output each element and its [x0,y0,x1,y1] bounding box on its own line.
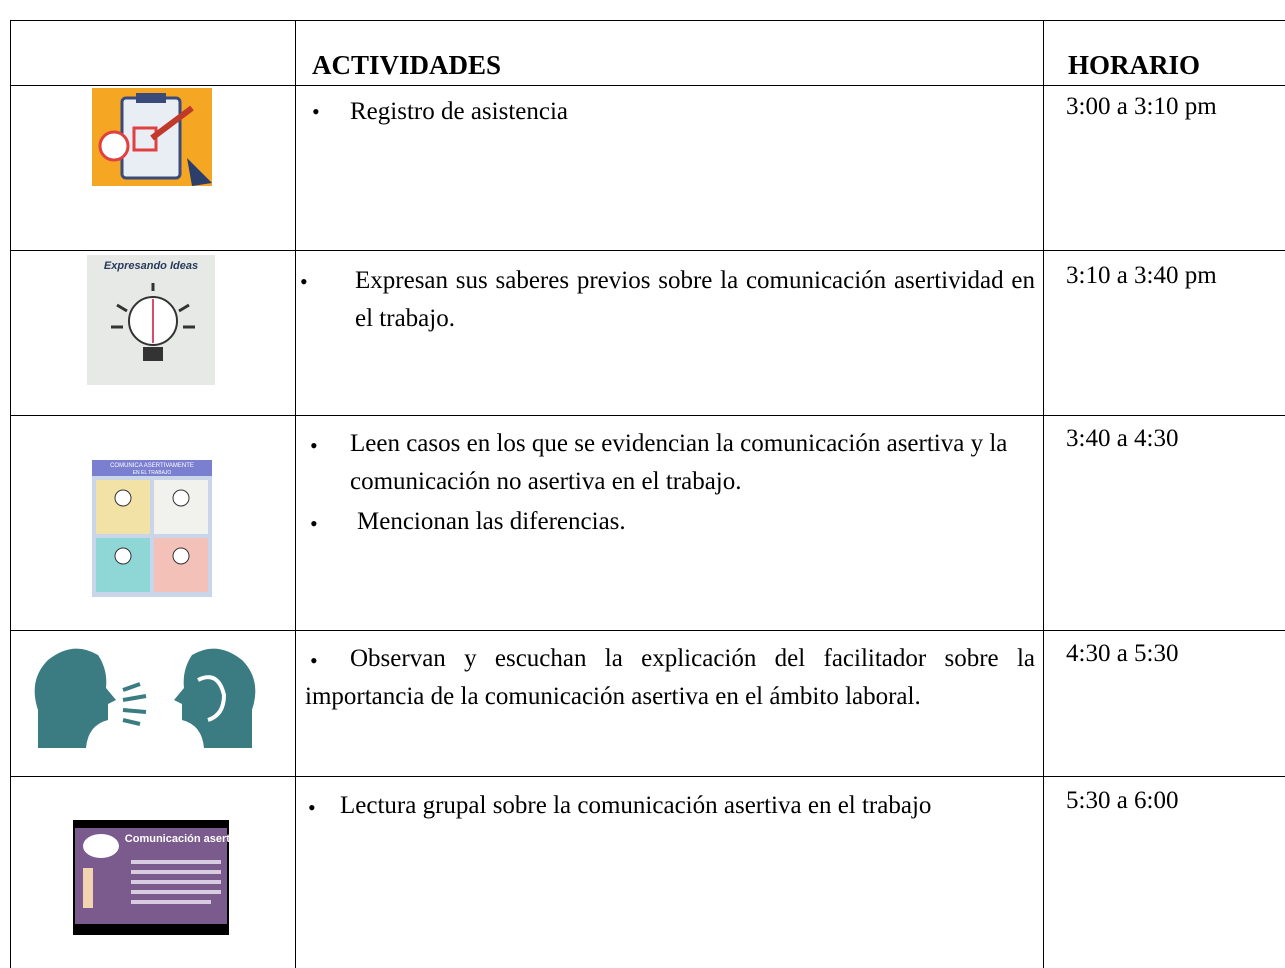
time: 4:30 a 5:30 [1066,640,1179,667]
image-caption: Comunicación asertiva [125,833,229,845]
rule [10,85,1285,86]
rule [1043,20,1044,968]
time: 3:10 a 3:40 pm [1066,262,1217,289]
bullet: • [312,99,320,124]
activity: Registro de asistencia [350,98,568,125]
rule [10,776,1285,777]
time: 3:40 a 4:30 [1066,425,1179,452]
activity: Lectura grupal sobre la comunicación ase… [340,792,932,819]
image-caption: COMUNICA ASERTIVAMENTE [110,463,194,469]
bullet: • [310,511,318,536]
header-activities: ACTIVIDADES [312,50,502,80]
image-ideas: Expresando Ideas [87,255,215,385]
bullet: • [300,269,308,294]
time: 3:00 a 3:10 pm [1066,93,1217,120]
activity: Leen casos en los que se evidencian la c… [350,430,1008,495]
rule [10,630,1285,631]
header-schedule: HORARIO [1068,50,1201,80]
image-assertive: COMUNICA ASERTIVAMENTE EN EL TRABAJO [92,460,212,597]
image-caption: Expresando Ideas [104,260,198,272]
image-reading: Comunicación asertiva [73,820,229,935]
rule [10,20,11,968]
rule [10,415,1285,416]
activity: Expresan sus saberes previos sobre la co… [355,267,1035,332]
image-attendance [92,88,212,186]
bullet: • [308,795,316,820]
image-caption: EN EL TRABAJO [133,470,172,476]
time: 5:30 a 6:00 [1066,787,1179,814]
activity: Observan y escuchan la explicación del f… [305,645,1035,710]
bullet: • [310,433,318,458]
rule [10,20,1285,21]
rule [10,250,1285,251]
image-listening [34,648,256,748]
rule [295,20,296,968]
activity: Mencionan las diferencias. [357,508,626,535]
bullet: • [310,648,318,673]
